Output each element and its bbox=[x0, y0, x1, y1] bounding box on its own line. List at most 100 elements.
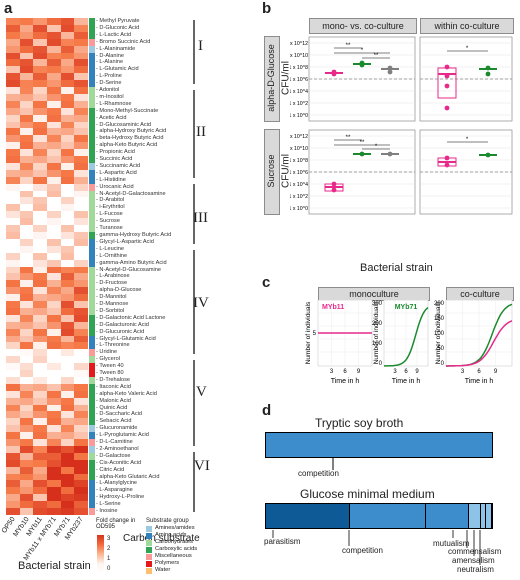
heatmap-cell bbox=[19, 31, 34, 40]
heatmap-cell bbox=[33, 432, 48, 440]
heatmap-cell bbox=[74, 370, 89, 378]
heatmap-cell bbox=[6, 190, 21, 198]
heatmap-cell bbox=[6, 204, 21, 212]
heatmap-cell bbox=[6, 114, 21, 123]
heatmap-cell bbox=[19, 307, 34, 316]
heatmap-cell bbox=[6, 128, 21, 136]
heatmap-cell bbox=[60, 190, 75, 198]
heatmap-cell bbox=[33, 459, 48, 468]
heatmap-cell bbox=[47, 294, 62, 302]
heatmap-cell bbox=[6, 287, 21, 295]
heatmap-cell bbox=[6, 52, 21, 60]
heatmap-cell bbox=[47, 432, 62, 440]
heatmap-cell bbox=[60, 259, 75, 267]
heatmap-cell bbox=[74, 432, 89, 440]
y-label-mono-2: Number of individuals bbox=[373, 301, 380, 364]
heatmap-cell bbox=[6, 245, 21, 254]
heatmap-cell bbox=[60, 494, 75, 502]
gmm-interaction-bar bbox=[265, 503, 493, 529]
heatmap-cell bbox=[74, 204, 89, 212]
heatmap-cell bbox=[19, 211, 34, 219]
series-label-myb71: MYb71 bbox=[395, 304, 418, 311]
gmm-neutralism-segment bbox=[486, 504, 492, 528]
heatmap-cell bbox=[74, 45, 89, 53]
substrate-row-label: - Acetic Acid bbox=[96, 114, 127, 121]
heatmap-cell bbox=[6, 273, 21, 281]
heatmap-cell bbox=[60, 508, 75, 516]
heatmap-cell bbox=[47, 266, 62, 274]
substrate-row-label: - Propionic Acid bbox=[96, 149, 135, 156]
heatmap-cell bbox=[47, 508, 62, 516]
fold-change-colorbar bbox=[97, 535, 104, 573]
heatmap-cell bbox=[19, 314, 34, 323]
cluster-VI: VI bbox=[194, 458, 210, 474]
heatmap-cell bbox=[33, 390, 48, 399]
y-tick-label: 1 x 10^6 bbox=[290, 170, 308, 176]
heatmap-cell bbox=[19, 494, 34, 502]
heatmap-cell bbox=[60, 280, 75, 288]
panel-d-label: d bbox=[262, 402, 272, 419]
heatmap-cell bbox=[33, 211, 48, 219]
y-label-mono-1: Number of individuals bbox=[305, 301, 312, 364]
substrate-row-label: - Mono-Methyl-Succinate bbox=[96, 107, 159, 114]
heatmap-cell bbox=[33, 107, 48, 116]
heatmap-cell bbox=[33, 335, 48, 343]
heatmap-cell bbox=[74, 266, 89, 274]
heatmap-cell bbox=[74, 280, 89, 288]
substrate-group-swatch bbox=[89, 197, 95, 205]
heatmap-cell bbox=[19, 376, 34, 385]
heatmap-cell bbox=[60, 314, 75, 323]
gmm-amensalism-label: amensalism bbox=[452, 556, 495, 565]
substrate-group-swatch bbox=[89, 473, 95, 481]
heatmap-cell bbox=[6, 176, 21, 185]
cluster-I: I bbox=[198, 38, 203, 54]
substrate-group-swatch bbox=[89, 156, 95, 164]
heatmap-cell bbox=[47, 31, 62, 40]
heatmap-cell bbox=[19, 100, 34, 109]
substrate-group-swatch bbox=[89, 445, 95, 454]
heatmap-cell bbox=[74, 390, 89, 399]
heatmap-cell bbox=[60, 87, 75, 95]
heatmap-cell bbox=[6, 425, 21, 433]
heatmap-cell bbox=[6, 294, 21, 302]
heatmap-cell bbox=[74, 349, 89, 357]
heatmap-cell bbox=[60, 328, 75, 337]
substrate-row-label: - D-Galactonic Acid Lactone bbox=[96, 314, 166, 321]
heatmap-cell bbox=[74, 459, 89, 468]
heatmap-cell bbox=[47, 252, 62, 261]
heatmap-cell bbox=[74, 418, 89, 426]
heatmap-cell bbox=[33, 176, 48, 185]
heatmap-cell bbox=[19, 342, 34, 350]
heatmap-cell bbox=[19, 169, 34, 178]
heatmap-cell bbox=[47, 66, 62, 74]
heatmap-cell bbox=[33, 411, 48, 419]
heatmap-cell bbox=[60, 121, 75, 129]
substrate-row-label: - alpha-Hydroxy Butyric Acid bbox=[96, 128, 167, 135]
sig-mark: * bbox=[375, 144, 378, 150]
heatmap-cell bbox=[60, 31, 75, 40]
substrate-group-swatch bbox=[89, 280, 95, 288]
heatmap-cell bbox=[6, 487, 21, 495]
group-legend-label: Carboxylic acids bbox=[155, 546, 198, 552]
heatmap-cell bbox=[47, 301, 62, 309]
heatmap-cell bbox=[47, 169, 62, 178]
heatmap-cell bbox=[33, 73, 48, 81]
heatmap-cell bbox=[6, 149, 21, 157]
heatmap-cell bbox=[33, 294, 48, 302]
substrate-row-label: - alpha-Keto Valeric Acid bbox=[96, 390, 157, 397]
substrate-row-label: - Sucrose bbox=[96, 218, 120, 225]
heatmap-cell bbox=[60, 390, 75, 399]
heatmap-cell bbox=[47, 307, 62, 316]
heatmap-cell bbox=[6, 452, 21, 461]
heatmap-cell bbox=[33, 238, 48, 247]
substrate-row-label: - alpha-Keto Glutaric Acid bbox=[96, 473, 160, 480]
heatmap-cell bbox=[60, 114, 75, 123]
y-tick-label: 50 bbox=[437, 346, 444, 352]
series-label-myb11: MYb11 bbox=[322, 304, 344, 311]
data-point bbox=[387, 151, 393, 157]
substrate-row-label: - gamma-Amino Butyric Acid bbox=[96, 259, 167, 266]
heatmap-cell bbox=[33, 38, 48, 47]
gmm-competition-segment bbox=[349, 504, 427, 528]
heatmap-cell bbox=[33, 87, 48, 95]
substrate-group-swatch bbox=[89, 211, 95, 219]
